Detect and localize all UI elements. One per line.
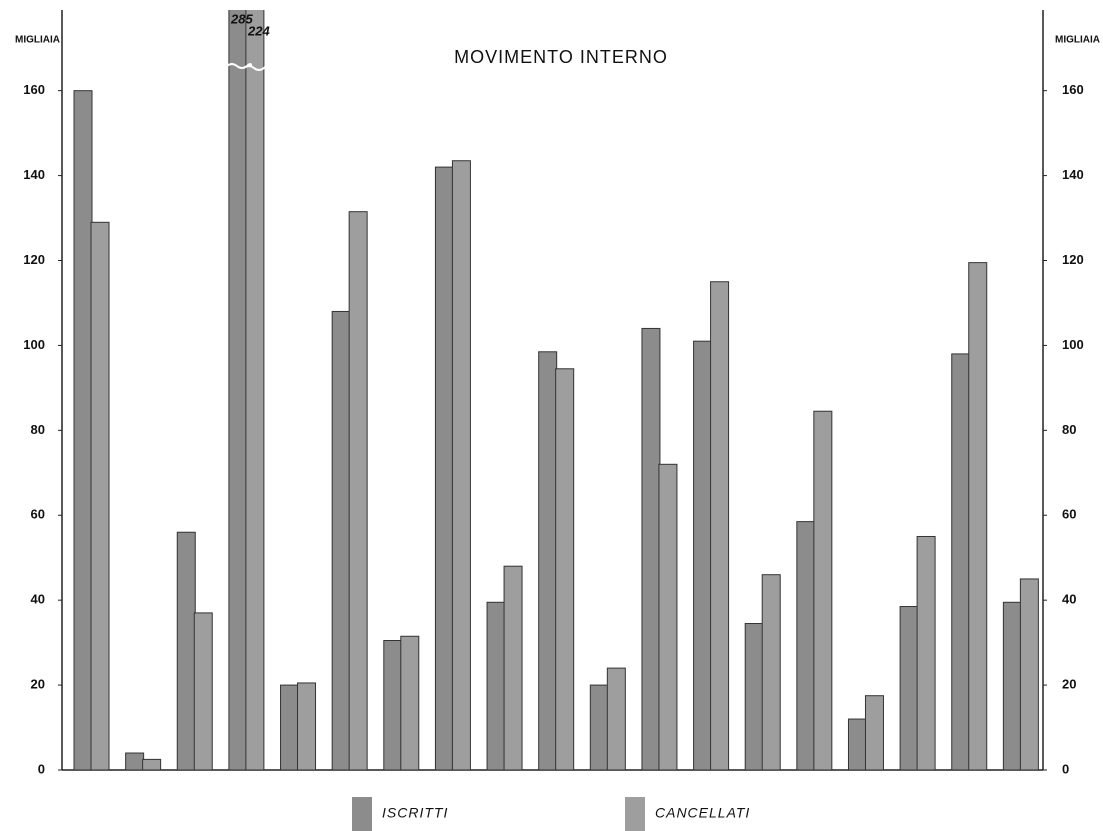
bar	[589, 684, 609, 770]
value-label: 285	[230, 11, 253, 26]
legend-label: CANCELLATI	[655, 805, 750, 821]
bar	[245, 10, 265, 770]
bar	[486, 601, 506, 770]
bars	[73, 10, 1039, 770]
bar	[193, 612, 213, 770]
bar	[710, 281, 730, 770]
value-label: 224	[247, 23, 270, 38]
chart-title: MOVIMENTO INTERNO	[454, 47, 668, 67]
y2-tick-label: 80	[1062, 422, 1076, 437]
y2-tick-label: 0	[1062, 761, 1069, 776]
bar	[538, 351, 558, 770]
bar	[176, 531, 196, 770]
y2-tick-label: 120	[1062, 252, 1084, 267]
bar	[606, 667, 626, 770]
y-tick-label: 80	[31, 422, 45, 437]
bar	[503, 565, 523, 770]
bar	[142, 758, 162, 770]
bar	[90, 221, 110, 770]
y-tick-label: 0	[38, 761, 45, 776]
bar	[280, 684, 300, 770]
y2-axis-label: MIGLIAIA	[1055, 35, 1100, 46]
bar	[73, 90, 93, 770]
y-tick-label: 100	[23, 337, 45, 352]
bar	[744, 623, 764, 770]
bar	[951, 353, 971, 770]
bar	[383, 640, 403, 770]
bar	[899, 606, 919, 770]
bar	[1019, 578, 1039, 770]
bar	[693, 340, 713, 770]
y2-tick-label: 140	[1062, 167, 1084, 182]
y-tick-label: 160	[23, 82, 45, 97]
bar	[228, 10, 248, 770]
legend-swatch	[625, 797, 645, 831]
bar	[847, 718, 867, 770]
bar	[331, 310, 351, 770]
y-axis-label: MIGLIAIA	[15, 35, 60, 46]
y2-tick-label: 160	[1062, 82, 1084, 97]
bar	[658, 463, 678, 770]
y2-tick-label: 60	[1062, 507, 1076, 522]
bar	[864, 695, 884, 770]
y-tick-label: 60	[31, 507, 45, 522]
break-mark	[243, 65, 270, 71]
y2-tick-label: 40	[1062, 592, 1076, 607]
bar	[641, 327, 661, 770]
bar	[297, 682, 317, 770]
y-tick-label: 40	[31, 592, 45, 607]
bar	[125, 752, 145, 770]
y-tick-label: 20	[31, 677, 45, 692]
bar	[348, 211, 368, 770]
bar	[968, 262, 988, 770]
y2-tick-label: 100	[1062, 337, 1084, 352]
bar	[761, 574, 781, 770]
break-mark	[226, 63, 253, 69]
bar	[813, 410, 833, 770]
bar	[555, 368, 575, 770]
legend-swatch	[352, 797, 372, 831]
bar	[1002, 601, 1022, 770]
bar	[434, 166, 454, 770]
bar	[451, 160, 471, 770]
y-tick-label: 120	[23, 252, 45, 267]
bar	[796, 521, 816, 770]
bar	[400, 635, 420, 770]
legend-label: ISCRITTI	[382, 805, 448, 821]
y2-tick-label: 20	[1062, 677, 1076, 692]
bar	[916, 535, 936, 770]
y-tick-label: 140	[23, 167, 45, 182]
